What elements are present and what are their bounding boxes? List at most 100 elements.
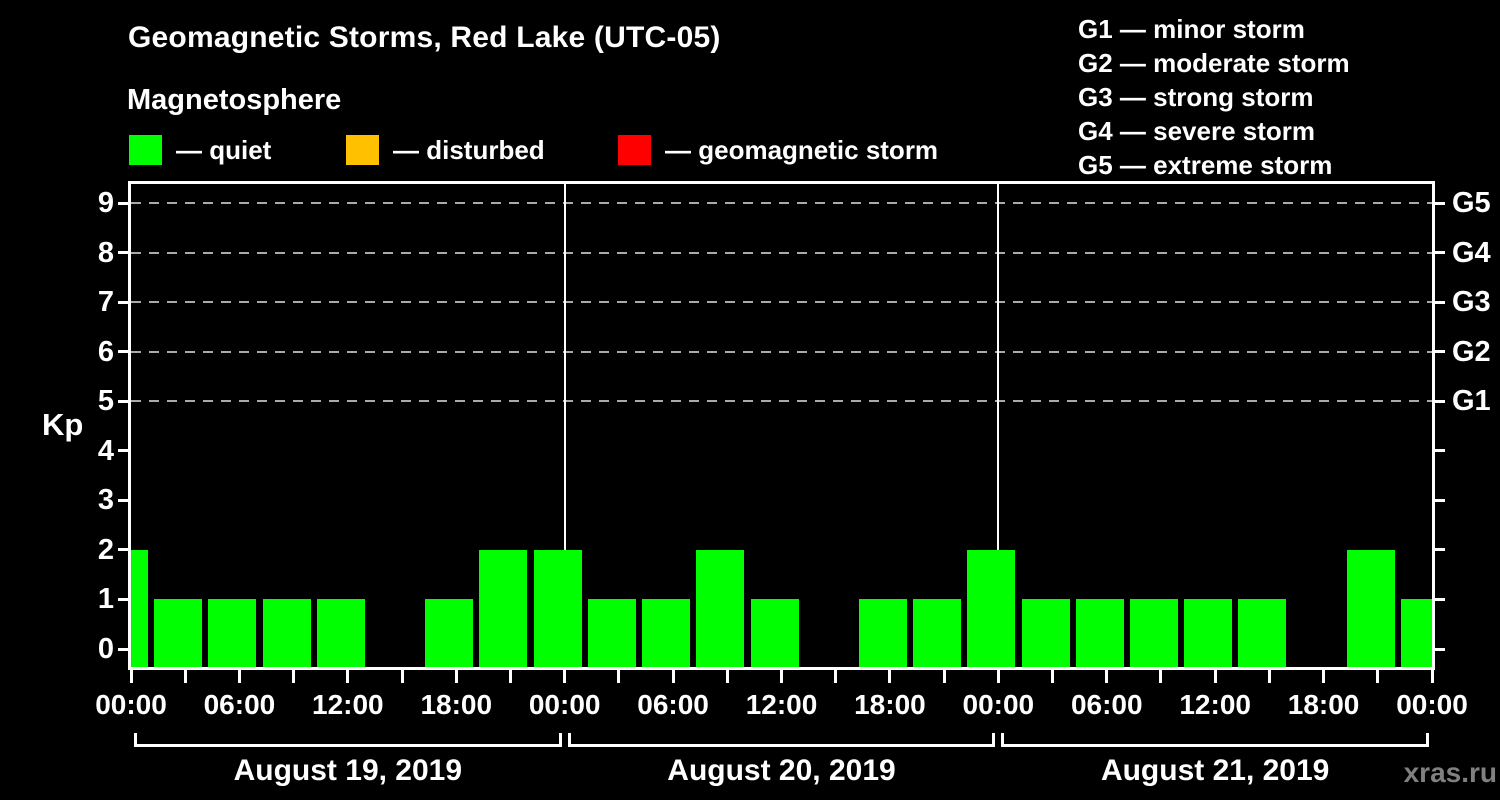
y-tick [118, 498, 128, 502]
x-tick-label: 00:00 [528, 689, 601, 720]
x-tick-label: 18:00 [420, 689, 493, 720]
kp-bar [208, 599, 257, 667]
grid-line [131, 301, 1432, 304]
y-tick [118, 251, 128, 255]
watermark: xras.ru [1403, 757, 1497, 788]
legend-item-storm: — geomagnetic storm [618, 135, 958, 165]
x-tick-label: 12:00 [1179, 689, 1251, 720]
x-tick [400, 670, 404, 683]
storm-scale-line-g5: G5 — extreme storm [1078, 150, 1333, 180]
x-tick [1267, 670, 1271, 683]
x-tick [942, 670, 946, 683]
x-tick [834, 670, 838, 683]
x-tick [996, 670, 1000, 683]
x-tick-label: 12:00 [745, 689, 818, 720]
plot-area [128, 181, 1435, 670]
y-tick [118, 350, 128, 354]
y-tick-label: 9 [97, 187, 114, 219]
x-tick [237, 670, 241, 683]
kp-bar [262, 599, 311, 667]
x-tick [671, 670, 675, 683]
y-tick [118, 201, 128, 205]
x-tick [888, 670, 892, 683]
x-tick-label: 00:00 [95, 689, 167, 720]
grid-line [131, 400, 1432, 403]
grid-line [131, 251, 1432, 254]
x-tick [454, 670, 458, 683]
x-tick [1322, 670, 1326, 683]
day-bracket [134, 733, 562, 747]
day-bracket [567, 733, 996, 747]
g-scale-label: G2 [1452, 335, 1491, 368]
storm-scale-line-g2: G2 — moderate storm [1078, 48, 1350, 78]
kp-bar [131, 549, 148, 667]
y-tick-right [1435, 548, 1445, 552]
date-label: August 20, 2019 [667, 754, 896, 787]
y-tick-label: 7 [97, 286, 114, 319]
grid-line [131, 350, 1432, 353]
y-tick-right [1435, 647, 1445, 651]
y-tick-right [1435, 449, 1445, 453]
legend-label: — quiet [176, 135, 272, 165]
x-tick [563, 670, 567, 683]
kp-bar [696, 549, 745, 667]
kp-bar [913, 599, 962, 667]
y-tick-right [1435, 350, 1445, 354]
y-tick-label: 1 [97, 583, 114, 616]
x-tick [617, 670, 621, 683]
x-tick [1051, 670, 1055, 683]
kp-bar [1238, 599, 1287, 667]
y-tick-right [1435, 300, 1445, 304]
storm-color-swatch [618, 135, 651, 165]
day-bracket [1001, 733, 1429, 747]
x-tick [1213, 670, 1217, 683]
date-label: August 19, 2019 [233, 754, 463, 787]
x-tick-label: 12:00 [312, 689, 384, 720]
y-tick-label: 3 [97, 484, 114, 517]
g-scale-label: G1 [1452, 385, 1491, 418]
y-axis-title: Kp [42, 407, 84, 442]
x-tick-label: 06:00 [203, 689, 276, 720]
x-tick-label: 18:00 [1287, 689, 1360, 720]
quiet-color-swatch [129, 135, 162, 165]
disturbed-color-swatch [346, 135, 379, 165]
date-label: August 21, 2019 [1100, 754, 1330, 787]
x-tick-label: 00:00 [962, 689, 1035, 720]
y-tick-right [1435, 251, 1445, 255]
kp-bar [1075, 599, 1124, 667]
y-tick [118, 449, 128, 453]
x-tick [1159, 670, 1163, 683]
legend-label: — geomagnetic storm [665, 135, 939, 165]
kp-bar [479, 549, 528, 667]
kp-bar [1401, 599, 1432, 667]
kp-bar [587, 599, 636, 667]
y-tick-label: 5 [97, 385, 114, 418]
storm-scale-line-g4: G4 — severe storm [1078, 116, 1316, 146]
x-tick [1376, 670, 1380, 683]
x-tick-label: 06:00 [1070, 689, 1143, 720]
x-tick [346, 670, 350, 683]
x-tick [129, 670, 133, 683]
y-tick-label: 6 [97, 335, 114, 368]
x-tick-label: 06:00 [637, 689, 709, 720]
x-tick [183, 670, 187, 683]
y-tick-right [1435, 597, 1445, 601]
x-tick-label: 18:00 [854, 689, 926, 720]
day-boundary-line [997, 184, 1000, 667]
y-tick [118, 647, 128, 651]
legend-item-quiet: — quiet [129, 135, 369, 165]
kp-bar [642, 599, 691, 667]
kp-bar [425, 599, 474, 667]
y-tick [118, 399, 128, 403]
y-tick-label: 2 [97, 533, 114, 566]
storm-scale-legend: G1 — minor storm G2 — moderate storm G3 … [1078, 12, 1350, 182]
y-tick-right [1435, 399, 1445, 403]
kp-bar [154, 599, 203, 667]
kp-bar [533, 549, 582, 667]
legend-item-disturbed: — disturbed [346, 135, 606, 165]
kp-bar [1021, 599, 1070, 667]
chart-subtitle: Magnetosphere [127, 84, 342, 116]
x-tick [508, 670, 512, 683]
y-tick [118, 548, 128, 552]
